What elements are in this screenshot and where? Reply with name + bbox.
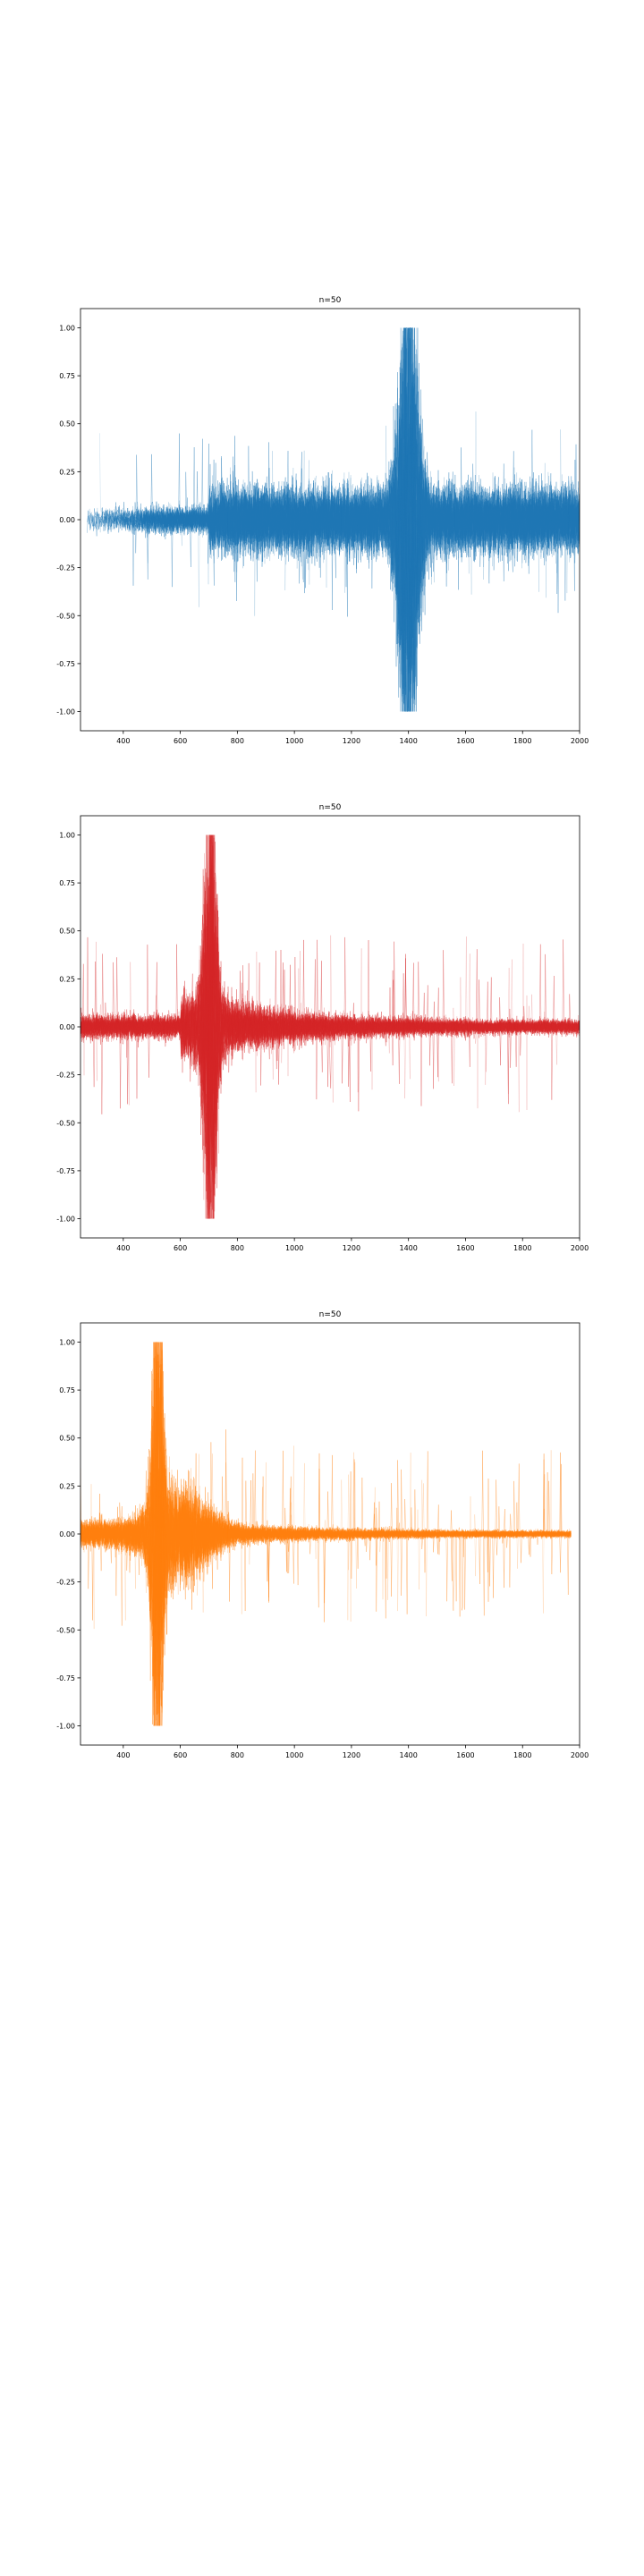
x-tick-label: 600	[174, 737, 187, 745]
x-tick-label: 1200	[343, 1751, 360, 1759]
trace-line	[80, 872, 580, 1129]
trace-line	[80, 835, 580, 1124]
x-tick-label: 800	[231, 1244, 244, 1252]
x-tick-label: 1200	[343, 737, 360, 745]
x-tick-label: 600	[174, 1244, 187, 1252]
x-tick-label: 1800	[513, 737, 531, 745]
x-tick-label: 1000	[285, 737, 303, 745]
trace-line	[80, 835, 580, 1134]
x-tick-label: 1200	[343, 1244, 360, 1252]
x-tick-label: 1600	[456, 1244, 474, 1252]
series-traces	[87, 326, 580, 712]
trace-line	[80, 888, 580, 1219]
y-tick-label: 0.50	[59, 1435, 75, 1443]
trace-line	[80, 837, 580, 1148]
x-tick-label: 2000	[571, 1751, 589, 1759]
y-tick-label: 0.25	[59, 1482, 75, 1490]
x-tick-label: 600	[174, 1751, 187, 1759]
chart-panel-3: 400 600 800 1000 1200 1400 1600 1800 2000 -1.00 -0…	[56, 1310, 589, 1759]
series-traces	[80, 835, 580, 1219]
x-tick-label: 1400	[400, 1751, 418, 1759]
y-tick-label: -0.75	[56, 1674, 75, 1682]
y-tick-label: 0.75	[59, 879, 75, 887]
x-tick-label: 800	[231, 737, 244, 745]
x-tick-label: 1000	[285, 1751, 303, 1759]
chart-panel-1: 400 600 800 1000 1200 1400 1600 1800 2000 -1.00 -0…	[56, 296, 589, 745]
chart-panel-2: 400 600 800 1000 1200 1400 1600 1800 2000 -1.00 -0…	[56, 803, 589, 1252]
y-tick-label: -0.25	[56, 1072, 75, 1080]
y-tick-label: -1.00	[56, 708, 75, 716]
y-tick-label: 0.00	[59, 516, 75, 524]
chart-title: n=50	[319, 803, 342, 812]
y-tick-label: -0.50	[56, 1119, 75, 1127]
y-tick-label: -0.25	[56, 564, 75, 572]
x-tick-label: 1000	[285, 1244, 303, 1252]
trace-line	[80, 885, 580, 1219]
chart-title: n=50	[319, 1310, 342, 1319]
x-tick-label: 1800	[513, 1244, 531, 1252]
y-tick-label: -0.50	[56, 612, 75, 620]
x-tick-label: 1400	[400, 737, 418, 745]
y-tick-label: 1.00	[59, 831, 75, 839]
x-tick-label: 2000	[571, 737, 589, 745]
y-tick-label: -1.00	[56, 1723, 75, 1731]
y-tick-label: 0.00	[59, 1530, 75, 1538]
trace-line	[80, 1342, 572, 1699]
x-tick-label: 2000	[571, 1244, 589, 1252]
y-tick-label: 0.50	[59, 420, 75, 428]
trace-line	[141, 327, 580, 685]
series-traces	[80, 1342, 572, 1727]
chart-title: n=50	[319, 296, 342, 305]
x-tick-label: 1800	[513, 1751, 531, 1759]
trace-line	[127, 364, 580, 699]
y-tick-label: 0.75	[59, 1386, 75, 1394]
y-tick-label: 0.50	[59, 928, 75, 936]
trace-line	[80, 1342, 572, 1726]
y-tick-label: -0.25	[56, 1579, 75, 1587]
x-tick-label: 1600	[456, 1751, 474, 1759]
x-tick-label: 400	[116, 737, 130, 745]
x-tick-label: 1600	[456, 737, 474, 745]
y-tick-label: 1.00	[59, 324, 75, 332]
y-tick-label: -0.75	[56, 660, 75, 668]
trace-line	[168, 408, 580, 712]
y-tick-label: 0.75	[59, 372, 75, 380]
y-tick-label: 0.25	[59, 975, 75, 983]
trace-line	[80, 886, 580, 1219]
y-tick-label: -0.50	[56, 1626, 75, 1634]
trace-line	[80, 877, 580, 1120]
x-tick-label: 800	[231, 1751, 244, 1759]
y-tick-label: -0.75	[56, 1167, 75, 1175]
trace-line	[80, 876, 580, 1219]
x-tick-label: 400	[116, 1244, 130, 1252]
y-tick-label: 1.00	[59, 1338, 75, 1346]
trace-line	[80, 835, 580, 1167]
y-tick-label: 0.00	[59, 1023, 75, 1031]
trace-line	[80, 835, 580, 1173]
x-tick-label: 400	[116, 1751, 130, 1759]
x-tick-label: 1400	[400, 1244, 418, 1252]
trace-line	[80, 849, 580, 1219]
y-tick-label: 0.25	[59, 468, 75, 476]
y-tick-label: -1.00	[56, 1216, 75, 1224]
